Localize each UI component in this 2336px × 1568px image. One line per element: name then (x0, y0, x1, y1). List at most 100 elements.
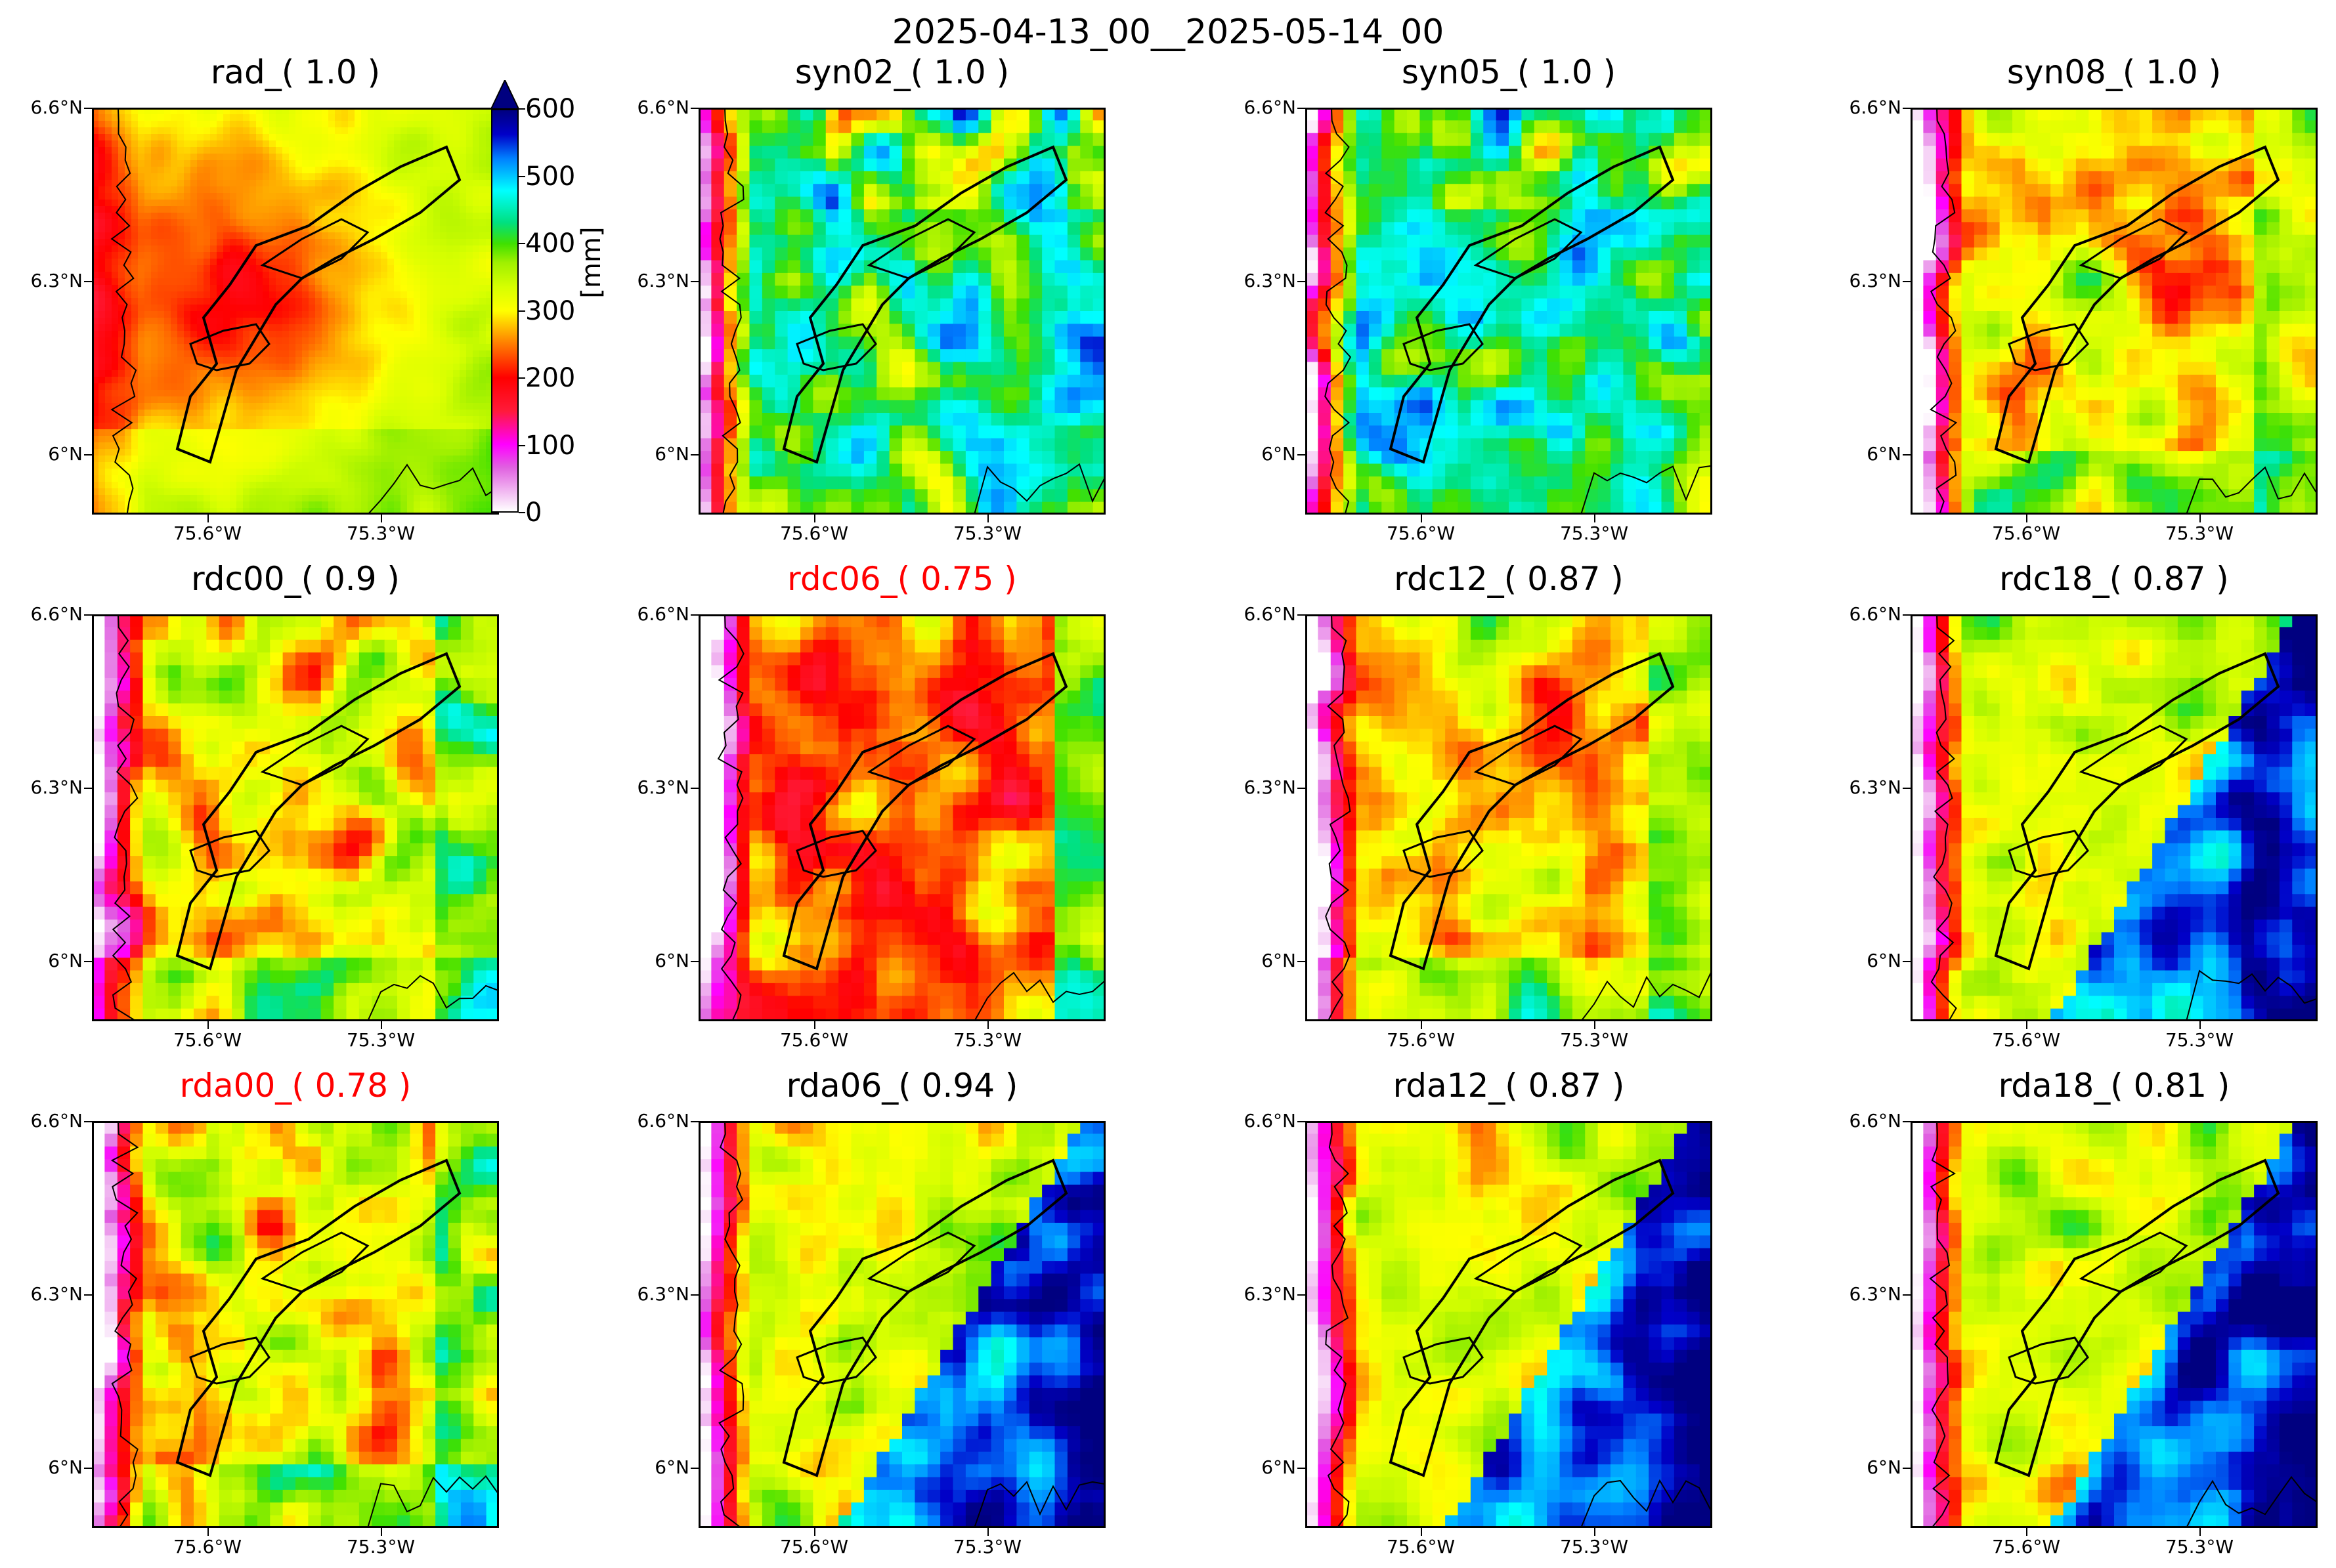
grid-cell (420, 108, 427, 115)
grid-cell (125, 357, 132, 364)
grid-cell (479, 160, 487, 167)
grid-cell (394, 377, 401, 384)
grid-cell (466, 173, 473, 180)
grid-cell (374, 298, 381, 305)
grid-cell (863, 286, 877, 299)
grid-cell (204, 469, 211, 476)
grid-cell (210, 252, 217, 259)
grid-cell (749, 298, 763, 312)
grid-cell (466, 213, 473, 220)
grid-cell (230, 475, 237, 482)
grid-cell (387, 186, 395, 194)
grid-cell (263, 324, 270, 331)
grid-cell (414, 462, 421, 469)
grid-cell (236, 278, 244, 286)
grid-cell (711, 196, 725, 210)
grid-cell (105, 469, 112, 476)
grid-cell (223, 482, 230, 489)
grid-cell (473, 252, 480, 259)
grid-cell (217, 121, 224, 128)
grid-cell (381, 272, 388, 279)
grid-cell (184, 508, 191, 515)
grid-cell (302, 429, 309, 436)
grid-cell (223, 469, 230, 476)
grid-cell (374, 265, 381, 272)
grid-cell (453, 364, 460, 371)
grid-cell (223, 200, 230, 207)
grid-cell (473, 186, 480, 194)
grid-cell (440, 140, 447, 148)
grid-cell (118, 508, 125, 515)
grid-cell (368, 495, 375, 502)
grid-cell (328, 200, 335, 207)
grid-cell (427, 364, 434, 371)
grid-cell (243, 364, 250, 371)
grid-cell (295, 180, 303, 187)
grid-cell (368, 108, 375, 115)
grid-cell (368, 364, 375, 371)
grid-cell (473, 488, 480, 496)
grid-cell (282, 475, 290, 482)
grid-cell (236, 403, 244, 410)
grid-cell (151, 154, 158, 161)
grid-cell (953, 120, 966, 134)
grid-cell (263, 285, 270, 292)
grid-cell (92, 278, 99, 286)
grid-cell (775, 387, 789, 401)
grid-cell (991, 234, 1005, 248)
grid-cell (1080, 260, 1094, 274)
grid-cell (328, 429, 335, 436)
grid-cell (269, 495, 276, 502)
grid-cell (217, 114, 224, 121)
grid-cell (158, 337, 165, 345)
grid-cell (230, 200, 237, 207)
grid-cell (479, 390, 487, 397)
grid-cell (940, 489, 954, 503)
grid-cell (1029, 501, 1043, 515)
grid-cell (295, 186, 303, 194)
grid-cell (813, 146, 827, 159)
grid-cell (98, 331, 106, 338)
grid-cell (125, 219, 132, 226)
grid-cell (309, 291, 316, 299)
grid-cell (118, 186, 125, 194)
grid-cell (473, 291, 480, 299)
grid-cell (335, 350, 342, 358)
grid-cell (427, 213, 434, 220)
grid-cell (699, 158, 712, 172)
grid-cell (92, 193, 99, 200)
grid-cell (387, 449, 395, 456)
grid-cell (394, 278, 401, 286)
grid-cell (446, 167, 454, 174)
grid-cell (276, 344, 283, 351)
grid-cell (315, 416, 322, 423)
grid-cell (302, 232, 309, 240)
grid-cell (800, 209, 813, 222)
grid-cell (394, 462, 401, 469)
grid-cell (473, 350, 480, 358)
grid-cell (863, 209, 877, 222)
grid-cell (177, 167, 184, 174)
grid-cell (355, 140, 362, 148)
grid-cell (243, 127, 250, 135)
grid-cell (915, 247, 928, 261)
grid-cell (92, 259, 99, 266)
grid-cell (105, 350, 112, 358)
grid-cell (236, 140, 244, 148)
grid-cell (315, 252, 322, 259)
grid-cell (249, 154, 257, 161)
grid-cell (453, 350, 460, 358)
grid-cell (112, 357, 119, 364)
grid-cell (1054, 133, 1068, 146)
grid-cell (749, 120, 763, 134)
grid-cell (863, 222, 877, 236)
grid-cell (144, 423, 152, 430)
grid-cell (243, 337, 250, 345)
grid-cell (473, 108, 480, 115)
grid-cell (433, 364, 441, 371)
grid-cell (171, 383, 178, 391)
grid-cell (1029, 349, 1043, 363)
grid-cell (1054, 184, 1068, 198)
grid-cell (800, 298, 813, 312)
grid-cell (131, 285, 139, 292)
